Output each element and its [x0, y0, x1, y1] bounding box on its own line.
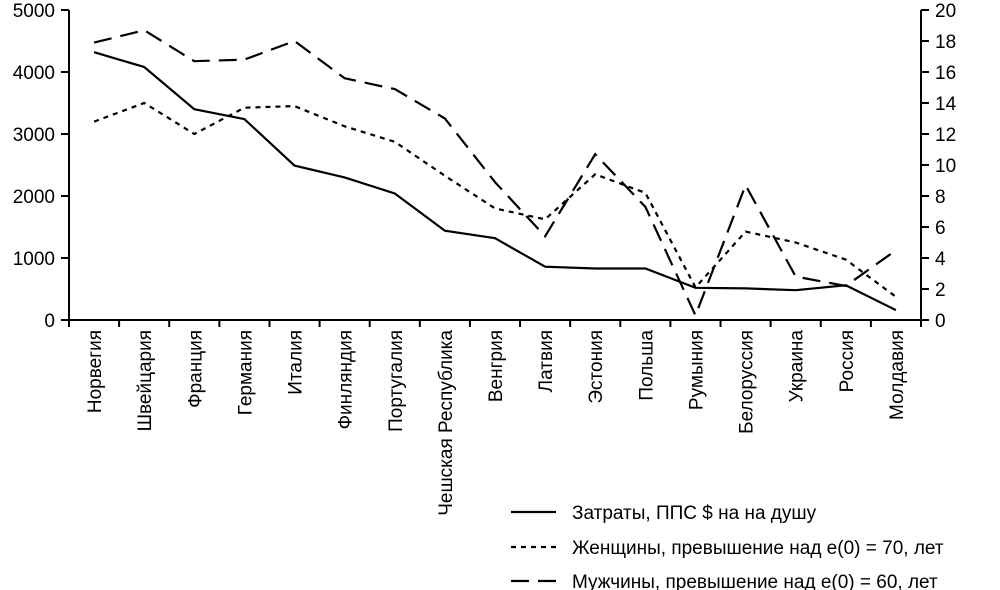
category-label: Эстония: [586, 330, 607, 404]
legend-label: Мужчины, превышение над e(0) = 60, лет: [572, 572, 938, 590]
legend-label: Затраты, ППС $ на на душу: [572, 503, 817, 524]
category-label: Венгрия: [486, 330, 507, 402]
category-label: Финляндия: [336, 330, 357, 429]
right-tick-label: 6: [935, 218, 946, 239]
category-label: Португалия: [386, 330, 407, 432]
legend: Затраты, ППС $ на на душу Женщины, превыш…: [511, 503, 944, 590]
right-tick-label: 10: [935, 156, 956, 177]
series-lines: [93, 29, 897, 319]
right-tick-label: 16: [935, 63, 956, 84]
legend-label: Женщины, превышение над e(0) = 70, лет: [572, 538, 944, 559]
category-label: Украина: [787, 330, 808, 403]
right-tick-label: 8: [935, 187, 946, 208]
right-tick-label: 4: [935, 249, 946, 270]
right-tick-label: 2: [935, 280, 946, 301]
right-tick-label: 20: [935, 1, 956, 22]
right-tick-label: 12: [935, 125, 956, 146]
category-label: Чешская Республика: [436, 330, 457, 516]
category-label: Норвегия: [85, 330, 106, 413]
left-tick-label: 1000: [13, 249, 55, 270]
left-tick-label: 2000: [13, 187, 55, 208]
category-label: Италия: [286, 330, 307, 395]
series-line-dashed: [93, 29, 897, 319]
category-label: Румыния: [686, 330, 707, 410]
category-label: Швейцария: [135, 330, 156, 431]
axes: 0 1000 2000 3000 4000 5000 0 2 4 6 8 10 12 14 16 18 20 Но…: [13, 1, 957, 516]
left-tick-label: 3000: [13, 125, 55, 146]
category-label: Молдавия: [887, 330, 908, 420]
left-tick-label: 5000: [13, 1, 55, 22]
category-label: Латвия: [536, 330, 557, 392]
left-tick-label: 4000: [13, 63, 55, 84]
category-label: Белоруссия: [737, 330, 758, 434]
category-label: Польша: [636, 330, 657, 401]
right-tick-label: 0: [935, 311, 946, 332]
category-label: Франция: [185, 330, 206, 408]
right-tick-label: 18: [935, 32, 956, 53]
category-label: Германия: [235, 330, 256, 415]
series-line-dotted: [93, 101, 897, 298]
left-tick-label: 0: [44, 311, 55, 332]
right-tick-label: 14: [935, 94, 957, 115]
category-label: Россия: [837, 330, 858, 392]
